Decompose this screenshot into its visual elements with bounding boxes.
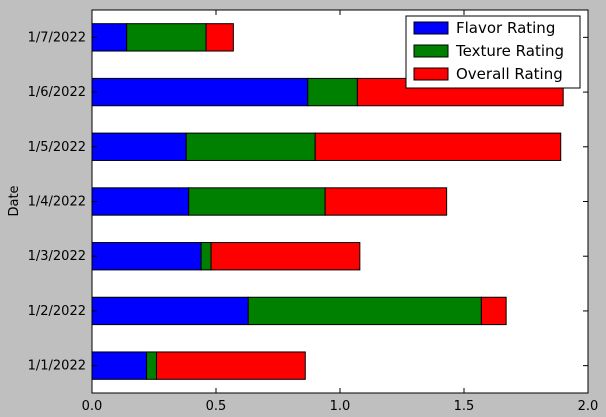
plot-frame — [91, 9, 589, 394]
bar-flavor-rating-1 — [91, 296, 249, 326]
x-tick-label: 1.0 — [330, 399, 351, 414]
bar-texture-rating-4 — [185, 132, 316, 161]
legend-label: Overall Rating — [456, 65, 563, 83]
y-ticks-group: 1/1/2022 1/2/2022 1/3/2022 1/4/2022 1/5/2022… — [28, 30, 588, 374]
bar-overall-rating-1 — [480, 296, 507, 326]
x-tick-label: 1.5 — [454, 399, 475, 414]
y-tick-label: 1/1/2022 — [28, 359, 86, 374]
bar-flavor-rating-6 — [91, 23, 128, 52]
bar-texture-rating-5 — [307, 77, 358, 107]
y-tick-label: 1/7/2022 — [28, 30, 86, 45]
bar-overall-rating-0 — [155, 351, 306, 380]
bar-flavor-rating-2 — [91, 242, 202, 271]
legend-swatch — [413, 21, 449, 35]
y-axis-label: Date — [7, 185, 22, 216]
legend-label: Texture Rating — [455, 42, 564, 60]
bar-flavor-rating-0 — [91, 351, 148, 380]
bar-texture-rating-0 — [146, 351, 157, 380]
y-tick-label: 1/3/2022 — [28, 249, 86, 264]
bar-overall-rating-3 — [324, 187, 448, 216]
x-tick-label: 0.0 — [82, 399, 103, 414]
y-tick-label: 1/4/2022 — [28, 195, 86, 210]
x-tick-label: 2.0 — [578, 399, 599, 414]
bar-flavor-rating-4 — [91, 132, 187, 161]
bar-overall-rating-4 — [314, 132, 562, 161]
x-tick-label: 0.5 — [206, 399, 227, 414]
y-tick-label: 1/5/2022 — [28, 140, 86, 155]
legend: Flavor Rating Texture Rating Overall Ratin… — [405, 15, 581, 89]
bar-texture-rating-6 — [126, 23, 207, 52]
bars-group — [91, 23, 564, 380]
y-tick-label: 1/2/2022 — [28, 304, 86, 319]
bar-flavor-rating-5 — [91, 77, 309, 107]
bar-texture-rating-1 — [247, 296, 482, 326]
bar-flavor-rating-3 — [91, 187, 190, 216]
bar-overall-rating-6 — [205, 23, 234, 52]
x-ticks-group: 0.0 0.5 1.0 1.5 2.0 — [82, 10, 599, 414]
legend-swatch — [413, 67, 449, 81]
legend-label: Flavor Rating — [456, 19, 555, 37]
y-tick-label: 1/6/2022 — [28, 85, 86, 100]
legend-swatch — [413, 44, 449, 58]
bar-texture-rating-2 — [200, 242, 212, 271]
bar-overall-rating-2 — [210, 242, 361, 271]
bar-texture-rating-3 — [188, 187, 326, 216]
